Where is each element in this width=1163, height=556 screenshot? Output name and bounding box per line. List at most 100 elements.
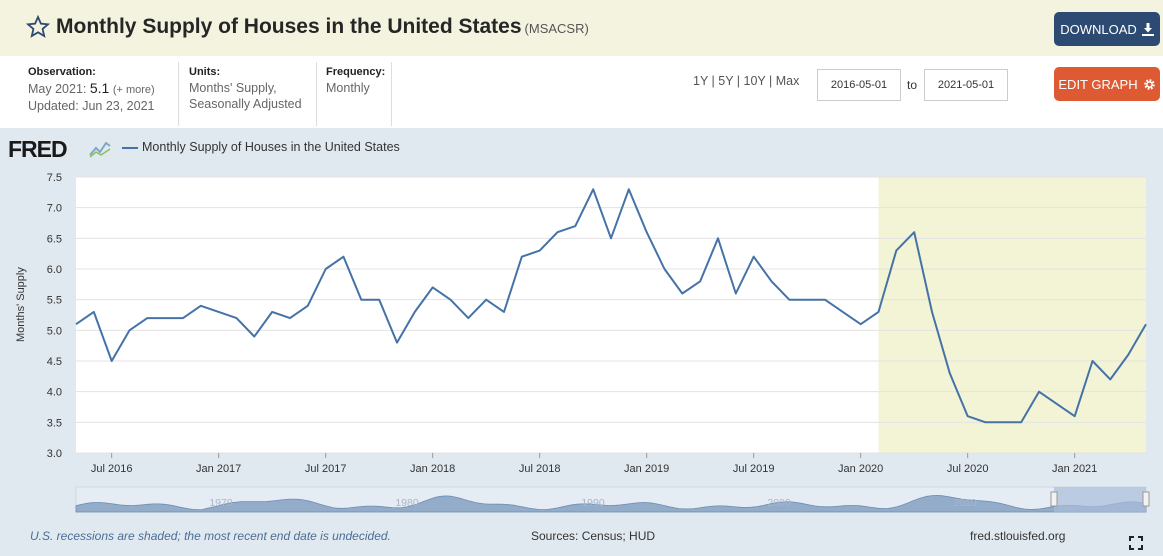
data-point bbox=[519, 254, 525, 260]
frequency-block: Frequency: Monthly bbox=[326, 66, 386, 95]
divider bbox=[316, 62, 317, 126]
x-tick-label: Jan 2019 bbox=[624, 463, 669, 475]
x-tick-label: Jul 2017 bbox=[305, 463, 347, 475]
y-tick-label: 6.5 bbox=[47, 233, 62, 245]
end-date-input[interactable]: 2021-05-01 bbox=[924, 69, 1008, 101]
start-date-input[interactable]: 2016-05-01 bbox=[817, 69, 901, 101]
data-point bbox=[394, 340, 400, 346]
star-icon[interactable] bbox=[26, 15, 50, 39]
data-point bbox=[1036, 389, 1042, 395]
more-link[interactable]: (+ more) bbox=[112, 84, 155, 96]
observation-block: Observation: May 2021: 5.1 (+ more) Upda… bbox=[28, 66, 155, 113]
to-label: to bbox=[907, 78, 918, 92]
data-point bbox=[733, 291, 739, 297]
data-point bbox=[109, 358, 115, 364]
navigator-handle[interactable] bbox=[1050, 491, 1058, 507]
legend-label: Monthly Supply of Houses in the United S… bbox=[142, 140, 400, 154]
data-point bbox=[822, 297, 828, 303]
data-point bbox=[501, 309, 507, 315]
data-point bbox=[376, 297, 382, 303]
recession-shading bbox=[878, 177, 1146, 453]
data-point bbox=[269, 309, 275, 315]
data-point bbox=[537, 248, 543, 254]
navigator-year-label: 1980 bbox=[395, 497, 419, 509]
y-tick-label: 4.0 bbox=[47, 387, 62, 399]
y-tick-label: 3.5 bbox=[47, 417, 62, 429]
data-point bbox=[715, 235, 721, 241]
fred-url-link[interactable]: fred.stlouisfed.org bbox=[970, 529, 1066, 543]
data-point bbox=[127, 327, 133, 333]
data-point bbox=[608, 235, 614, 241]
data-point bbox=[430, 284, 436, 290]
data-point bbox=[465, 315, 471, 321]
y-tick-label: 6.0 bbox=[47, 264, 62, 276]
navigator-year-label: 1990 bbox=[581, 497, 605, 509]
download-icon bbox=[1141, 22, 1154, 36]
legend-swatch bbox=[122, 147, 138, 149]
data-point bbox=[1125, 352, 1131, 358]
fred-chart-logo-icon bbox=[88, 138, 112, 158]
navigator-handle[interactable] bbox=[1142, 491, 1150, 507]
data-point bbox=[679, 291, 685, 297]
x-tick-label: Jul 2020 bbox=[947, 463, 989, 475]
x-tick-label: Jan 2020 bbox=[838, 463, 883, 475]
edit-graph-button[interactable]: EDIT GRAPH bbox=[1054, 67, 1160, 101]
navigator-year-label: 2000 bbox=[767, 497, 791, 509]
divider bbox=[391, 62, 392, 126]
data-point bbox=[412, 309, 418, 315]
x-tick-label: Jul 2019 bbox=[733, 463, 775, 475]
header-bar bbox=[0, 0, 1163, 56]
observation-value: 5.1 bbox=[89, 80, 110, 96]
gear-icon bbox=[1143, 78, 1155, 90]
data-point bbox=[1143, 321, 1149, 327]
data-point bbox=[911, 229, 917, 235]
data-point bbox=[893, 248, 899, 254]
data-point bbox=[876, 309, 882, 315]
data-point bbox=[162, 315, 168, 321]
data-point bbox=[572, 223, 578, 229]
fullscreen-icon[interactable] bbox=[1129, 536, 1143, 550]
data-point bbox=[1018, 419, 1024, 425]
navigator-selection bbox=[1054, 487, 1146, 512]
sources-text: Sources: Census; HUD bbox=[531, 529, 656, 543]
y-tick-label: 7.5 bbox=[47, 172, 62, 184]
range-selector[interactable]: 1Y | 5Y | 10Y | Max bbox=[693, 74, 800, 88]
divider bbox=[178, 62, 179, 126]
y-tick-label: 5.0 bbox=[47, 325, 62, 337]
data-point bbox=[590, 186, 596, 192]
x-tick-label: Jul 2016 bbox=[91, 463, 133, 475]
data-point bbox=[358, 297, 364, 303]
data-point bbox=[305, 303, 311, 309]
units-block: Units: Months' Supply, Seasonally Adjust… bbox=[189, 66, 302, 111]
y-tick-label: 3.0 bbox=[47, 448, 62, 460]
data-point bbox=[341, 254, 347, 260]
page-title: Monthly Supply of Houses in the United S… bbox=[56, 15, 589, 38]
navigator-year-label: 2010 bbox=[953, 497, 977, 509]
data-point bbox=[1000, 419, 1006, 425]
data-point bbox=[929, 309, 935, 315]
data-point bbox=[287, 315, 293, 321]
y-tick-label: 5.5 bbox=[47, 295, 62, 307]
x-tick-label: Jan 2017 bbox=[196, 463, 241, 475]
data-point bbox=[804, 297, 810, 303]
data-point bbox=[769, 278, 775, 284]
recession-note: U.S. recessions are shaded; the most rec… bbox=[30, 529, 391, 543]
download-button[interactable]: DOWNLOAD bbox=[1054, 12, 1160, 46]
data-point bbox=[448, 297, 454, 303]
series-line bbox=[75, 188, 1147, 424]
navigator-series-area bbox=[75, 494, 1147, 513]
fred-logo: FRED bbox=[8, 136, 68, 162]
data-point bbox=[1107, 376, 1113, 382]
data-point bbox=[751, 254, 757, 260]
x-tick-label: Jan 2018 bbox=[410, 463, 455, 475]
data-point bbox=[626, 186, 632, 192]
navigator-year-label: 1970 bbox=[209, 497, 233, 509]
data-point bbox=[198, 303, 204, 309]
data-point bbox=[180, 315, 186, 321]
data-point bbox=[216, 309, 222, 315]
data-point bbox=[144, 315, 150, 321]
data-point bbox=[644, 229, 650, 235]
data-point bbox=[1072, 413, 1078, 419]
data-point bbox=[965, 413, 971, 419]
